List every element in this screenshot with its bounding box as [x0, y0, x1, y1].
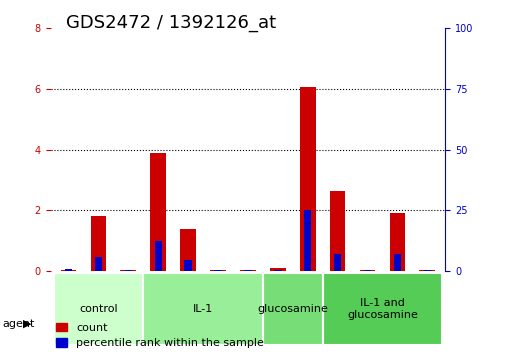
- Bar: [150, 153, 166, 271]
- Bar: [239, 269, 256, 271]
- Bar: [389, 213, 405, 271]
- Text: ▶: ▶: [23, 319, 31, 329]
- Text: IL-1: IL-1: [192, 304, 213, 314]
- Bar: [329, 191, 345, 271]
- Bar: [124, 269, 132, 271]
- Bar: [90, 216, 106, 271]
- Bar: [363, 269, 371, 271]
- Text: agent: agent: [3, 319, 35, 329]
- Bar: [244, 269, 251, 271]
- Bar: [270, 268, 285, 271]
- Bar: [214, 269, 221, 271]
- Bar: [304, 210, 311, 271]
- Legend: count, percentile rank within the sample: count, percentile rank within the sample: [56, 322, 264, 348]
- Bar: [274, 269, 281, 271]
- Bar: [210, 269, 225, 271]
- Bar: [180, 229, 195, 271]
- Bar: [423, 269, 430, 271]
- Text: IL-1 and
glucosamine: IL-1 and glucosamine: [346, 298, 417, 320]
- Bar: [359, 269, 375, 271]
- Bar: [65, 269, 72, 271]
- FancyBboxPatch shape: [263, 273, 322, 346]
- Bar: [299, 87, 315, 271]
- FancyBboxPatch shape: [322, 273, 441, 346]
- Text: glucosamine: glucosamine: [257, 304, 328, 314]
- Bar: [419, 269, 434, 271]
- Bar: [333, 255, 341, 271]
- Text: control: control: [79, 304, 118, 314]
- Text: GDS2472 / 1392126_at: GDS2472 / 1392126_at: [66, 14, 275, 32]
- Bar: [393, 255, 400, 271]
- Bar: [120, 269, 136, 271]
- Bar: [154, 241, 162, 271]
- FancyBboxPatch shape: [143, 273, 263, 346]
- FancyBboxPatch shape: [54, 273, 143, 346]
- Bar: [184, 261, 191, 271]
- Bar: [61, 269, 76, 271]
- Bar: [94, 257, 102, 271]
